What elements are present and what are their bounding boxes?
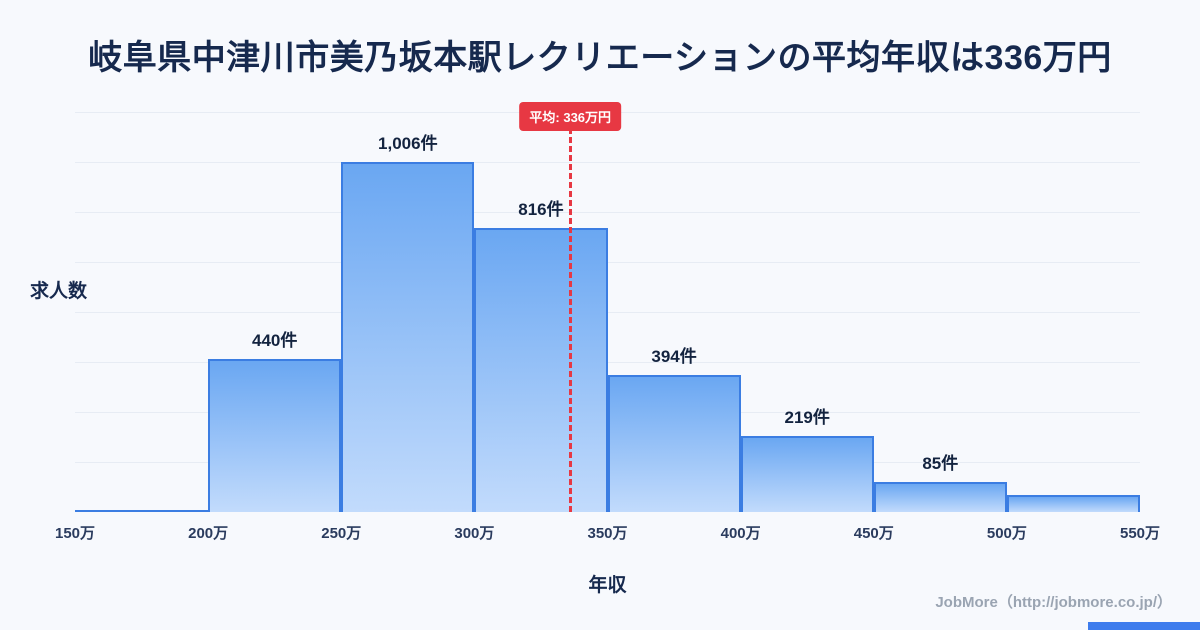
histogram-bar [341,162,475,512]
bar-value-label: 440件 [252,330,298,350]
bar-value-label: 816件 [518,200,564,220]
bar-value-label: 85件 [922,454,959,474]
bar-value-label: 1,006件 [378,134,438,154]
histogram-bar [474,228,608,512]
gridline [75,362,1140,363]
gridline [75,212,1140,213]
histogram-bar [1006,494,1140,512]
histogram-bar [607,374,741,512]
x-tick-label: 250万 [321,525,362,542]
gridline [75,162,1140,163]
average-badge: 平均: 336万円 [519,102,622,131]
salary-histogram-plot-area: 440件 1,006件 816件 394件 219件 85件 150万 200万 250万 300… [55,102,1160,542]
histogram-bar [740,435,874,512]
histogram-bar [75,510,209,512]
gridline [75,262,1140,263]
bar-value-label: 219件 [784,407,830,427]
x-tick-label: 450万 [853,525,894,542]
x-tick-label: 500万 [986,525,1027,542]
x-tick-label: 200万 [188,525,229,542]
footer-accent-bar [1088,622,1200,630]
footer-credit: JobMore（http://jobmore.co.jp/） [935,594,1172,611]
page-title: 岐阜県中津川市美乃坂本駅レクリエーションの平均年収は336万円 [88,39,1112,77]
average-line [568,128,572,512]
x-tick-label: 300万 [454,525,495,542]
bar-value-label: 394件 [651,346,697,366]
histogram-bar [873,482,1007,512]
histogram-bar [208,358,342,512]
y-axis-label: 求人数 [30,281,88,302]
gridline [75,312,1140,313]
x-axis-label: 年収 [588,575,627,596]
x-tick-label: 550万 [1119,525,1161,542]
x-tick-label: 350万 [587,525,628,542]
x-tick-label: 150万 [54,525,96,542]
x-tick-label: 400万 [720,525,761,542]
